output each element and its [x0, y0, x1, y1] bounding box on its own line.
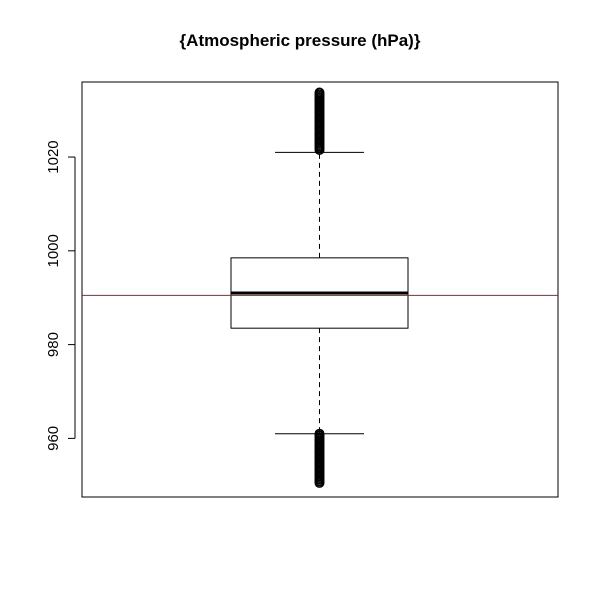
upper-outlier-point [314, 87, 325, 98]
lower-outlier-point [314, 428, 325, 439]
plot-frame [81, 81, 559, 498]
y-tick-label: 960 [45, 426, 62, 451]
chart-title: {Atmospheric pressure (hPa)} [179, 31, 421, 50]
y-tick-label: 980 [45, 332, 62, 357]
y-tick-label: 1000 [45, 234, 62, 267]
y-tick-label: 1020 [45, 140, 62, 173]
